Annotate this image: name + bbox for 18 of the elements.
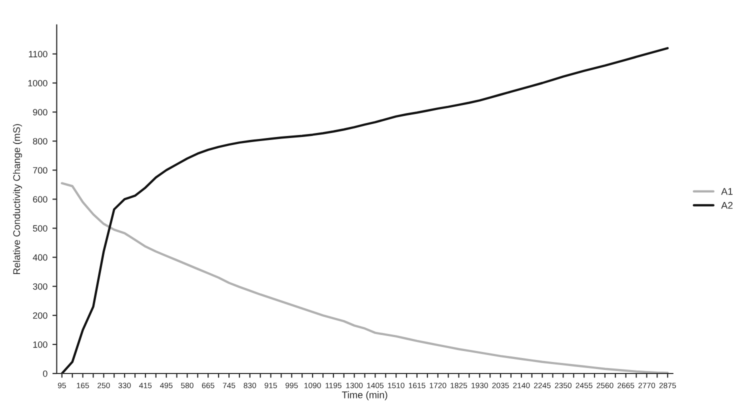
y-tick-label: 1000 <box>28 80 48 86</box>
y-axis-title: Relative Conductivity Change (mS) <box>12 124 22 274</box>
x-axis-title: Time (min) <box>342 391 388 400</box>
y-tick-label: 0 <box>43 370 48 377</box>
y-tick-label: 400 <box>32 254 48 261</box>
y-tick-label: 700 <box>33 167 48 174</box>
y-tick-label: 1100 <box>28 50 48 58</box>
y-tick-label: 300 <box>32 283 48 290</box>
y-tick-label: 900 <box>33 109 48 116</box>
line-series <box>60 47 669 374</box>
y-tick-label: 100 <box>33 341 48 348</box>
y-tick-label: 800 <box>33 138 48 144</box>
y-tick-label: 200 <box>33 312 48 319</box>
y-tick-label: 500 <box>32 225 48 232</box>
line-series <box>60 182 669 374</box>
y-tick-label: 600 <box>33 196 48 203</box>
legend-label: A1 <box>721 188 733 195</box>
legend-label: A2 <box>721 202 733 209</box>
